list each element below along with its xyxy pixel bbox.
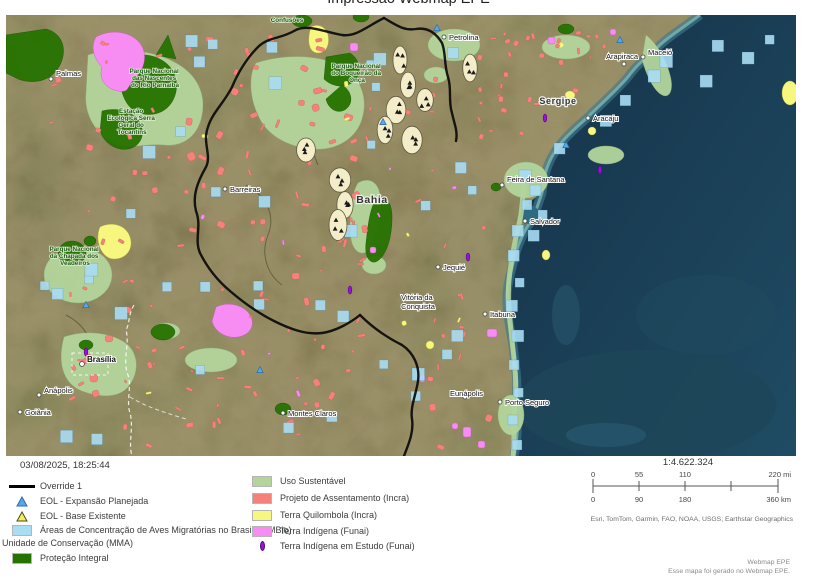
city-label: Petrolina (449, 33, 479, 42)
ti-em-estudo-marker-icon (252, 541, 272, 551)
city-label: Barreiras (230, 185, 261, 194)
layer-aves-migratorias (39, 34, 775, 451)
city-label: Jequié (443, 263, 465, 272)
scale-ratio: 1:4.622.324 (662, 457, 714, 468)
legend-item-protecao-integral: Proteção Integral (12, 551, 109, 565)
legend-item-eol-existente: EOL - Base Existente (12, 509, 126, 523)
footer-credit: Webmap EPE Esse mapa foi gerado no Webma… (668, 558, 790, 576)
city-label: Goiânia (25, 408, 52, 417)
aves-swatch (12, 524, 32, 536)
legend-label: Terra Quilombola (Incra) (280, 510, 378, 520)
legend-item-quilombola: Terra Quilombola (Incra) (252, 508, 377, 522)
park-label: Parque Nacional das Nascentes do Rio Par… (129, 68, 180, 89)
park-label: Estação Ecológica Serra Geral do Tocanti… (107, 108, 156, 136)
city-label: Maceió (648, 48, 672, 57)
city-label: Itabuna (490, 310, 516, 319)
page-title: Impressão Webmap EPE (0, 0, 817, 7)
layer-eol-base-existente (296, 45, 478, 241)
uso-sustentavel-swatch (252, 475, 272, 487)
scale-km-180: 180 (679, 495, 692, 504)
legend-group-unidade-conservacao: Unidade de Conservação (MMA) (2, 538, 134, 548)
city-label: Feira de Santana (507, 175, 565, 184)
scale-km-360: 360 km (766, 495, 791, 504)
scale-km-90: 90 (635, 495, 643, 504)
scale-mi-220: 220 mi (768, 470, 791, 479)
park-label: Parque Nacional do Boqueirão da Onça (331, 63, 382, 84)
city-markers (17, 34, 646, 416)
legend-label: Áreas de Concentração de Aves Migratória… (40, 525, 292, 535)
legend-label: Terra Indígena em Estudo (Funai) (280, 541, 415, 551)
legend-label: EOL - Base Existente (40, 511, 126, 521)
legend-item-eol-planejada: EOL - Expansão Planejada (12, 494, 148, 508)
quilombola-swatch (252, 509, 272, 521)
eol-existente-triangle-icon (12, 510, 32, 522)
city-label: Arapiraca (606, 52, 639, 61)
footer-line1: Webmap EPE (747, 559, 790, 566)
eol-planejada-triangle-icon (12, 495, 32, 507)
legend-label: Proteção Integral (40, 553, 109, 563)
legend-label: EOL - Expansão Planejada (40, 496, 149, 506)
legend-item-ti-em-estudo: Terra Indígena em Estudo (Funai) (252, 539, 415, 553)
layer-terra-indigena-em-estudo (83, 113, 603, 357)
legend-item-terra-indigena: Terra Indígena (Funai) (252, 524, 369, 538)
city-label: Aracaju (593, 114, 618, 123)
scale-mi-55: 55 (635, 470, 643, 479)
state-boundaries (71, 16, 458, 456)
city-label-two-line: Vitória da Conquista (401, 293, 436, 311)
state-label-bahia: Bahia (356, 194, 388, 206)
terra-indigena-swatch (252, 525, 272, 537)
legend-label: Override 1 (40, 481, 83, 491)
park-label: Confusões (271, 17, 304, 24)
layer-eol-expansao-planejada (82, 23, 624, 373)
legend-item-assentamento: Projeto de Assentamento (Incra) (252, 491, 409, 505)
legend-label: Terra Indígena (Funai) (280, 526, 370, 536)
layer-terra-indigena-scatter (200, 167, 457, 397)
legend-label: Projeto de Assentamento (Incra) (280, 493, 410, 503)
city-label: Anápolis (44, 386, 73, 395)
legend-item-aves-migratorias: Áreas de Concentração de Aves Migratória… (12, 523, 291, 537)
city-label: Eunápolis (450, 389, 483, 398)
scale-bar: 0 55 110 220 mi 0 90 180 360 km (591, 470, 791, 504)
map-labels: Bahia Sergipe Palmas Petrolina Arapiraca… (17, 16, 673, 419)
map-attribution: Esri, TomTom, Garmin, FAO, NOAA, USGS; E… (590, 516, 793, 523)
footer-line2: Esse mapa foi gerado no Webmap EPE. (668, 568, 790, 575)
city-label: Montes Claros (288, 409, 337, 418)
map-canvas[interactable]: Bahia Sergipe Palmas Petrolina Arapiraca… (6, 15, 796, 456)
legend-label: Uso Sustentável (280, 476, 346, 486)
protecao-integral-swatch (12, 552, 32, 564)
legend-item-uso-sustentavel: Uso Sustentável (252, 474, 346, 488)
scale-mi-0: 0 (591, 470, 595, 479)
layer-terra-indigena (92, 28, 617, 449)
map-svg: Bahia Sergipe Palmas Petrolina Arapiraca… (6, 15, 796, 456)
state-label-sergipe: Sergipe (539, 96, 576, 106)
city-label: Porto Seguro (505, 398, 549, 407)
city-label: Salvador (530, 217, 560, 226)
layer-terra-quilombola (97, 25, 796, 350)
override-line-swatch (9, 484, 35, 488)
ocean-shelf (516, 275, 776, 456)
legend-item-override: Override 1 (9, 479, 83, 493)
city-label-capital: Brasília (87, 355, 116, 364)
park-label: Parque Nacional da Chapada dos Veadeiros (49, 246, 100, 267)
scale-mi-110: 110 (679, 470, 691, 479)
assentamento-swatch (252, 492, 272, 504)
export-timestamp: 03/08/2025, 18:25:44 (20, 460, 110, 471)
city-label: Palmas (56, 69, 81, 78)
scale-km-0: 0 (591, 495, 595, 504)
